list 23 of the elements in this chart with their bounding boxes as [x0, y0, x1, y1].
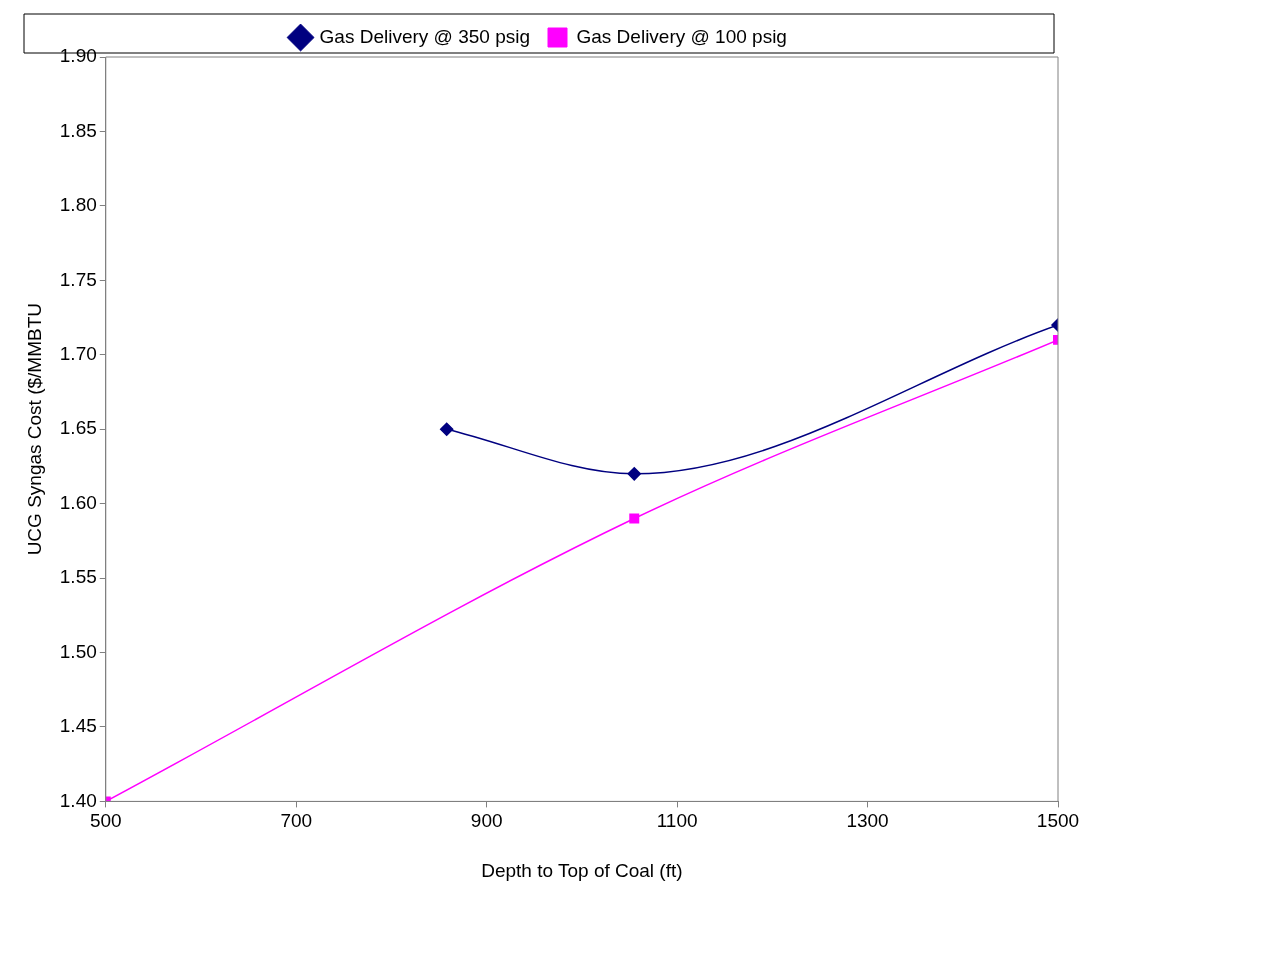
y-tick-label: 1.45 — [59, 715, 97, 737]
legend-label: Gas Delivery @ 100 psig — [576, 25, 787, 47]
point — [439, 422, 454, 436]
x-tick-label: 900 — [470, 810, 503, 832]
x-tick-label: 700 — [280, 810, 313, 832]
y-tick-label: 1.50 — [59, 640, 97, 662]
y-tick-label: 1.80 — [59, 194, 97, 216]
x-axis-title: Depth to Top of Coal (ft) — [481, 859, 683, 881]
point — [627, 467, 642, 481]
y-tick-label: 1.85 — [59, 119, 97, 141]
y-tick-label: 1.40 — [59, 789, 97, 811]
y-tick-label: 1.90 — [59, 45, 97, 67]
x-tick-label: 1100 — [656, 810, 698, 832]
x-tick-label: 1300 — [846, 810, 889, 832]
x-tick-label: 1500 — [1036, 810, 1080, 832]
y-tick-label: 1.65 — [59, 417, 97, 439]
y-tick-label: 1.70 — [59, 342, 97, 364]
y-tick-label: 1.60 — [59, 491, 97, 513]
x-tick-label: 500 — [89, 810, 122, 832]
y-tick-label: 1.55 — [59, 566, 97, 588]
y-axis-title: UCG Syngas Cost ($/MMBTU — [23, 303, 45, 556]
legend-label: Gas Delivery @ 350 psig — [319, 25, 531, 47]
y-tick-label: 1.75 — [59, 268, 97, 290]
